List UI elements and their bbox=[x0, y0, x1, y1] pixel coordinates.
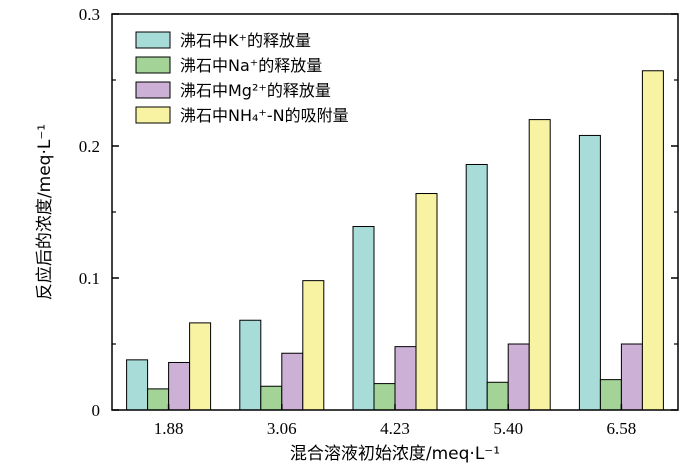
legend-swatch-2 bbox=[135, 81, 171, 99]
legend-label-2: 沸石中Mg²⁺的释放量 bbox=[180, 81, 331, 100]
bar-series-1-cat-4 bbox=[599, 379, 622, 411]
y-tick-label: 0.1 bbox=[79, 269, 100, 288]
ticks-layer: 1.88 3.06 4.23 5.40 6.58 0 0.1 0.2 0.3 bbox=[79, 5, 678, 438]
bar-series-3-cat-3 bbox=[528, 119, 551, 411]
legend-swatch-0 bbox=[135, 31, 171, 49]
legend-label-3: 沸石中NH₄⁺-N的吸附量 bbox=[180, 106, 349, 125]
bar-series-3-cat-1 bbox=[302, 280, 325, 411]
bar-series-2-cat-2 bbox=[394, 346, 417, 411]
bar-series-0-cat-3 bbox=[465, 163, 488, 411]
y-axis-title: 反应后的浓度/meq·L⁻¹ bbox=[35, 124, 55, 300]
legend-label-0: 沸石中K⁺的释放量 bbox=[180, 31, 311, 50]
y-tick-label: 0.3 bbox=[79, 5, 100, 24]
bar-series-2-cat-1 bbox=[281, 352, 304, 411]
bar-series-3-cat-4 bbox=[641, 70, 664, 411]
bar-series-1-cat-1 bbox=[260, 385, 283, 411]
bar-series-2-cat-4 bbox=[620, 343, 643, 411]
bar-series-3-cat-2 bbox=[415, 193, 438, 411]
x-tick-label: 3.06 bbox=[267, 419, 297, 438]
legend-swatch-3 bbox=[135, 106, 171, 124]
y-tick-label: 0 bbox=[92, 401, 101, 420]
x-tick-label: 6.58 bbox=[607, 419, 637, 438]
bar-series-1-cat-2 bbox=[373, 383, 396, 411]
bar-series-0-cat-1 bbox=[239, 319, 262, 411]
y-tick-label: 0.2 bbox=[79, 137, 100, 156]
bar-series-3-cat-0 bbox=[189, 322, 212, 411]
x-tick-label: 5.40 bbox=[493, 419, 523, 438]
x-tick-label: 4.23 bbox=[380, 419, 410, 438]
legend: 沸石中K⁺的释放量沸石中Na⁺的释放量沸石中Mg²⁺的释放量沸石中NH₄⁺-N的… bbox=[135, 31, 349, 125]
bar-series-2-cat-3 bbox=[507, 343, 530, 411]
bar-series-0-cat-2 bbox=[352, 226, 375, 411]
x-tick-label: 1.88 bbox=[154, 419, 184, 438]
bar-series-2-cat-0 bbox=[168, 361, 191, 411]
legend-label-1: 沸石中Na⁺的释放量 bbox=[180, 56, 322, 75]
legend-swatch-1 bbox=[135, 56, 171, 74]
x-axis-title: 混合溶液初始浓度/meq·L⁻¹ bbox=[290, 444, 500, 464]
bar-series-0-cat-0 bbox=[126, 359, 149, 411]
bar-series-1-cat-3 bbox=[486, 381, 509, 411]
bar-series-1-cat-0 bbox=[147, 388, 170, 411]
bar-series-0-cat-4 bbox=[578, 134, 601, 411]
